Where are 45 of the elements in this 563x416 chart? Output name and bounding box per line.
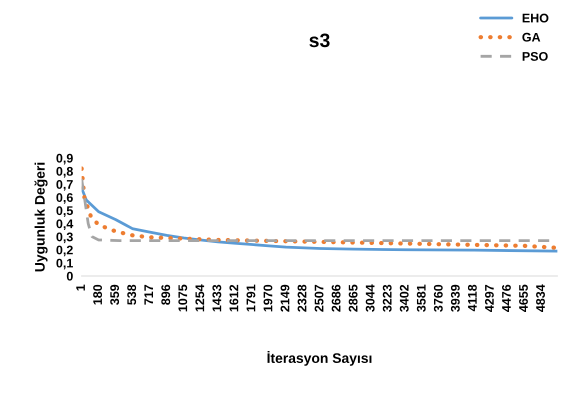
y-tick-label: 0,1 — [56, 258, 73, 270]
x-tick-label: 3223 — [382, 284, 392, 312]
x-tick-label: 3044 — [366, 284, 375, 312]
x-tick-label: 2507 — [314, 284, 324, 312]
x-tick-label: 2328 — [298, 284, 306, 312]
y-tick-label: 0,4 — [56, 219, 74, 230]
x-tick-label: 538 — [127, 284, 136, 305]
x-tick-label: 2149 — [280, 284, 290, 312]
legend-label: GA — [522, 32, 540, 42]
y-axis-title: Uygunluk Değeri — [34, 162, 48, 272]
x-tick-label: 717 — [144, 284, 154, 305]
x-tick-label: 1970 — [264, 284, 272, 312]
y-tick-label: 0 — [66, 272, 73, 281]
x-tick-label: 4297 — [484, 284, 494, 312]
x-tick-label: 2865 — [348, 284, 358, 312]
x-tick-label: 1 — [76, 284, 85, 290]
x-tick-label: 1433 — [212, 284, 222, 312]
x-axis-title: İterasyon Sayısı — [268, 351, 372, 366]
y-tick-label: 0,7 — [56, 180, 73, 191]
line-series — [82, 166, 558, 250]
x-tick-label: 896 — [161, 284, 170, 305]
y-tick-label: 0,3 — [56, 232, 73, 244]
x-tick-label: 3939 — [450, 284, 460, 312]
x-tick-label: 1612 — [229, 284, 238, 312]
y-tick-label: 0,2 — [56, 246, 73, 256]
legend-label: PSO — [522, 52, 548, 61]
x-tick-label: 4834 — [536, 284, 545, 312]
x-tick-label: 3760 — [434, 284, 443, 312]
x-tick-label: 4476 — [502, 284, 511, 312]
x-tick-label: 180 — [93, 284, 102, 304]
legend-label: EHO — [522, 14, 548, 23]
x-tick-label: 1254 — [195, 284, 204, 312]
y-tick-label: 0,9 — [56, 154, 73, 164]
chart-title: s3 — [309, 33, 330, 48]
x-tick-label: 1075 — [178, 284, 188, 312]
x-tick-label: 3402 — [400, 284, 409, 312]
x-tick-label: 4655 — [519, 284, 528, 312]
y-tick-label: 0,6 — [56, 193, 73, 204]
x-tick-label: 1791 — [246, 284, 256, 312]
y-tick-label: 0,5 — [56, 206, 73, 217]
y-tick-label: 0,8 — [56, 166, 73, 178]
x-tick-label: 4118 — [468, 284, 477, 312]
x-tick-label: 3581 — [416, 284, 426, 312]
x-tick-label: 359 — [110, 284, 120, 305]
x-tick-label: 2686 — [332, 284, 341, 312]
